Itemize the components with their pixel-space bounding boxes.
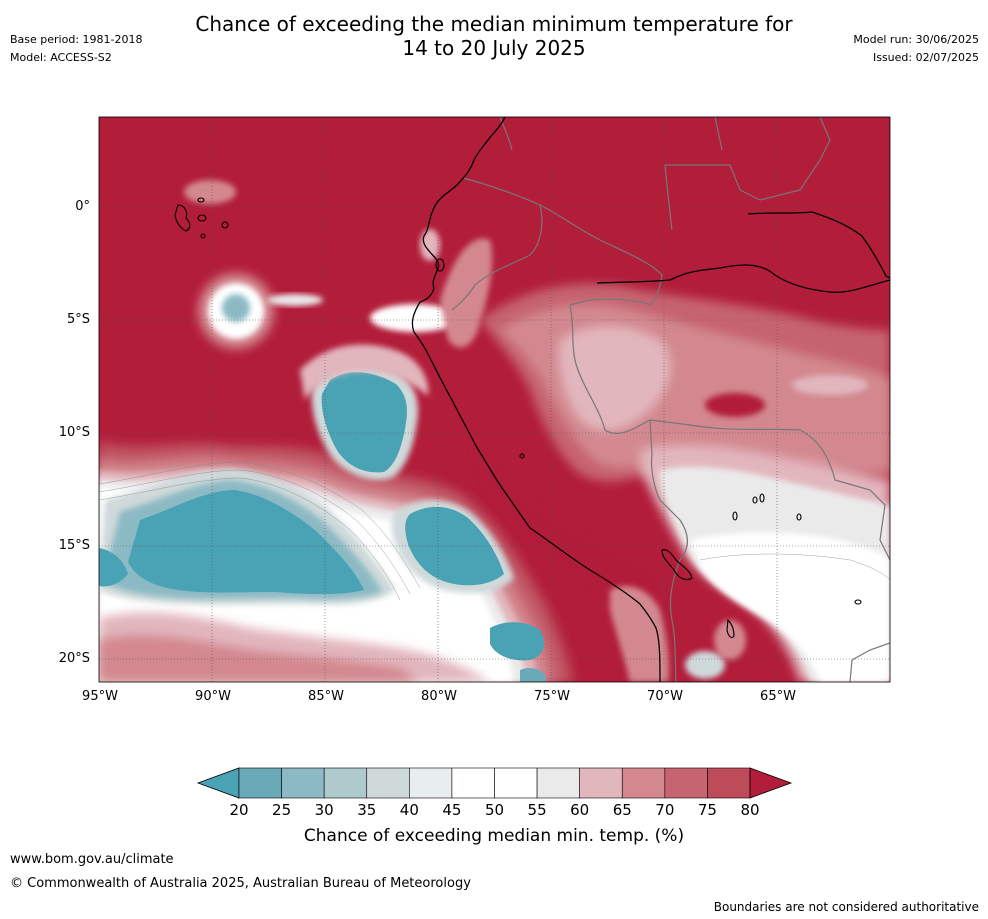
country-borders: [451, 117, 890, 682]
footer-disclaimer: Boundaries are not considered authoritat…: [713, 900, 979, 914]
lon-label-70w: 70°W: [647, 689, 683, 704]
colorbar-tick-label: 75: [697, 801, 717, 819]
colorbar-tick-label: 20: [229, 801, 249, 819]
colorbar-segment: [409, 767, 453, 799]
colorbar-segment: [238, 767, 282, 799]
footer-copyright: © Commonwealth of Australia 2025, Austra…: [10, 876, 471, 891]
colorbar-segment: [536, 767, 580, 799]
colorbar-tick-label: 45: [442, 801, 462, 819]
colorbar-tick-label: 60: [570, 801, 590, 819]
lon-label-75w: 75°W: [534, 689, 570, 704]
colorbar-tick-label: 65: [612, 801, 632, 819]
colorbar-tick-label: 70: [655, 801, 675, 819]
lon-label-65w: 65°W: [760, 689, 796, 704]
lat-label-5s: 5°S: [66, 312, 90, 327]
map-title: Chance of exceeding the median minimum t…: [0, 12, 988, 60]
map-panel: [99, 117, 890, 682]
colorbar-tick-label: 30: [314, 801, 334, 819]
colorbar-tick-label: 55: [527, 801, 547, 819]
colorbar-tick-label: 25: [272, 801, 292, 819]
colorbar-tick-label: 35: [357, 801, 377, 819]
colorbar-segment: [579, 767, 623, 799]
contour-lines: [99, 461, 890, 601]
colorbar-tick-label: 80: [740, 801, 760, 819]
colorbar-segment: [707, 767, 751, 799]
colorbar-segment: [366, 767, 410, 799]
coastlines: [411, 117, 890, 682]
model-name: Model: ACCESS-S2: [10, 51, 112, 64]
colorbar-title: Chance of exceeding median min. temp. (%…: [303, 826, 685, 846]
lon-label-80w: 80°W: [421, 689, 457, 704]
colorbar-segment: [451, 767, 495, 799]
lat-label-0: 0°: [75, 199, 90, 214]
colorbar-tick-label: 50: [484, 801, 505, 819]
footer-url: www.bom.gov.au/climate: [10, 852, 174, 867]
islands: [174, 197, 862, 639]
probability-field: [99, 180, 890, 682]
lat-label-20s: 20°S: [58, 651, 90, 666]
colorbar-extend-high: [749, 767, 793, 799]
lat-label-15s: 15°S: [58, 538, 90, 553]
model-run: Model run: 30/06/2025: [853, 33, 979, 46]
base-period: Base period: 1981-2018: [10, 33, 143, 46]
colorbar: [196, 767, 793, 799]
colorbar-segment: [281, 767, 325, 799]
lat-label-10s: 10°S: [58, 425, 90, 440]
issued-date: Issued: 02/07/2025: [872, 51, 979, 64]
lon-label-90w: 90°W: [195, 689, 231, 704]
colorbar-segment: [621, 767, 666, 799]
meta-left: Base period: 1981-2018 Model: ACCESS-S2: [10, 31, 142, 67]
title-line-2: 14 to 20 July 2025: [402, 36, 586, 60]
graticule: [99, 117, 890, 682]
map-frame: [98, 116, 891, 683]
colorbar-segment: [494, 767, 538, 799]
colorbar-extend-low: [196, 767, 240, 799]
lon-label-85w: 85°W: [308, 689, 344, 704]
colorbar-tick-label: 40: [399, 801, 419, 819]
meta-right: Model run: 30/06/2025 Issued: 02/07/2025: [853, 31, 979, 67]
lon-label-95w: 95°W: [82, 689, 118, 704]
colorbar-segment: [664, 767, 708, 799]
title-line-1: Chance of exceeding the median minimum t…: [195, 12, 793, 36]
colorbar-segment: [323, 767, 368, 799]
